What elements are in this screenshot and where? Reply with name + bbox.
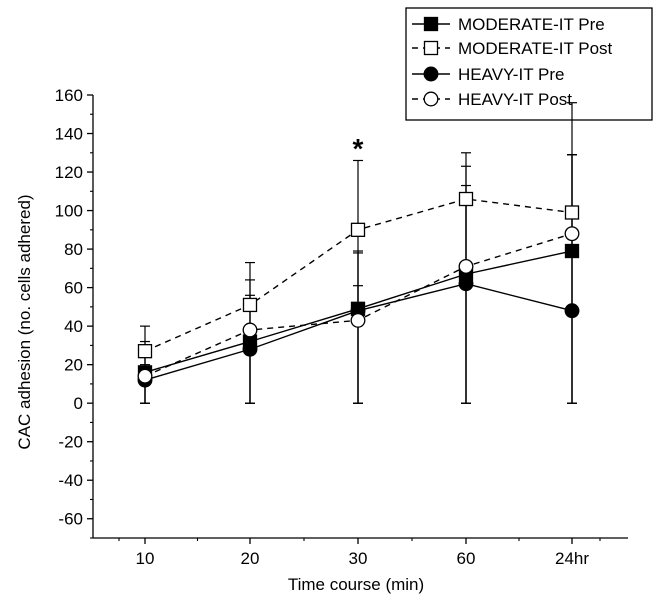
data-point xyxy=(458,258,474,274)
legend-marker xyxy=(423,40,439,56)
data-point xyxy=(137,344,153,359)
data-point xyxy=(564,205,580,220)
legend-item: MODERATE-IT Post xyxy=(412,39,613,58)
y-tick-label: -60 xyxy=(58,510,83,529)
legend-marker xyxy=(423,16,439,32)
data-point xyxy=(242,322,258,338)
y-tick-label: 40 xyxy=(64,317,83,336)
legend-label: HEAVY-IT Pre xyxy=(458,65,564,84)
y-tick-label: 60 xyxy=(64,279,83,298)
y-axis-title: CAC adhesion (no. cells adhered) xyxy=(15,194,34,449)
x-tick-label: 20 xyxy=(241,549,260,568)
x-tick-label: 24hr xyxy=(555,549,589,568)
legend-label: HEAVY-IT Post xyxy=(458,90,572,109)
legend-box xyxy=(405,7,653,121)
y-tick-label: 160 xyxy=(55,86,83,105)
y-tick-label: -20 xyxy=(58,433,83,452)
data-point xyxy=(137,368,153,384)
data-point xyxy=(564,226,580,242)
x-axis-title: Time course (min) xyxy=(288,575,424,594)
legend-item: HEAVY-IT Pre xyxy=(412,65,564,84)
y-tick-label: 20 xyxy=(64,356,83,375)
data-point xyxy=(458,276,474,292)
significance-annotation: * xyxy=(353,133,364,164)
axes: -60 -40 -20 0 20 40 60 80 100 120 140 160 10 20 30 60 24… xyxy=(55,86,628,568)
legend: MODERATE-IT Pre MODERATE-IT Post HEAVY-IT … xyxy=(405,7,653,121)
legend-label: MODERATE-IT Pre xyxy=(458,15,605,34)
legend-item: MODERATE-IT Pre xyxy=(412,15,605,34)
legend-marker xyxy=(423,66,439,82)
y-tick-label: 80 xyxy=(64,240,83,259)
legend-label: MODERATE-IT Post xyxy=(458,39,613,58)
data-point xyxy=(564,243,580,259)
y-tick-label: 140 xyxy=(55,125,83,144)
y-tick-label: 120 xyxy=(55,163,83,182)
y-tick-label: 100 xyxy=(55,202,83,221)
data-point xyxy=(564,303,580,319)
y-tick-label: -40 xyxy=(58,471,83,490)
legend-marker xyxy=(423,91,439,107)
data-point xyxy=(458,191,474,207)
data-point xyxy=(350,312,366,328)
data-point xyxy=(242,297,258,313)
x-tick-label: 30 xyxy=(349,549,368,568)
y-tick-label: 0 xyxy=(74,394,83,413)
x-tick-label: 10 xyxy=(136,549,155,568)
data-point xyxy=(242,341,258,357)
data-point xyxy=(350,222,366,237)
x-tick-label: 60 xyxy=(457,549,476,568)
annotations: * xyxy=(353,133,364,164)
legend-item: HEAVY-IT Post xyxy=(412,90,572,109)
series-markers xyxy=(137,191,580,388)
